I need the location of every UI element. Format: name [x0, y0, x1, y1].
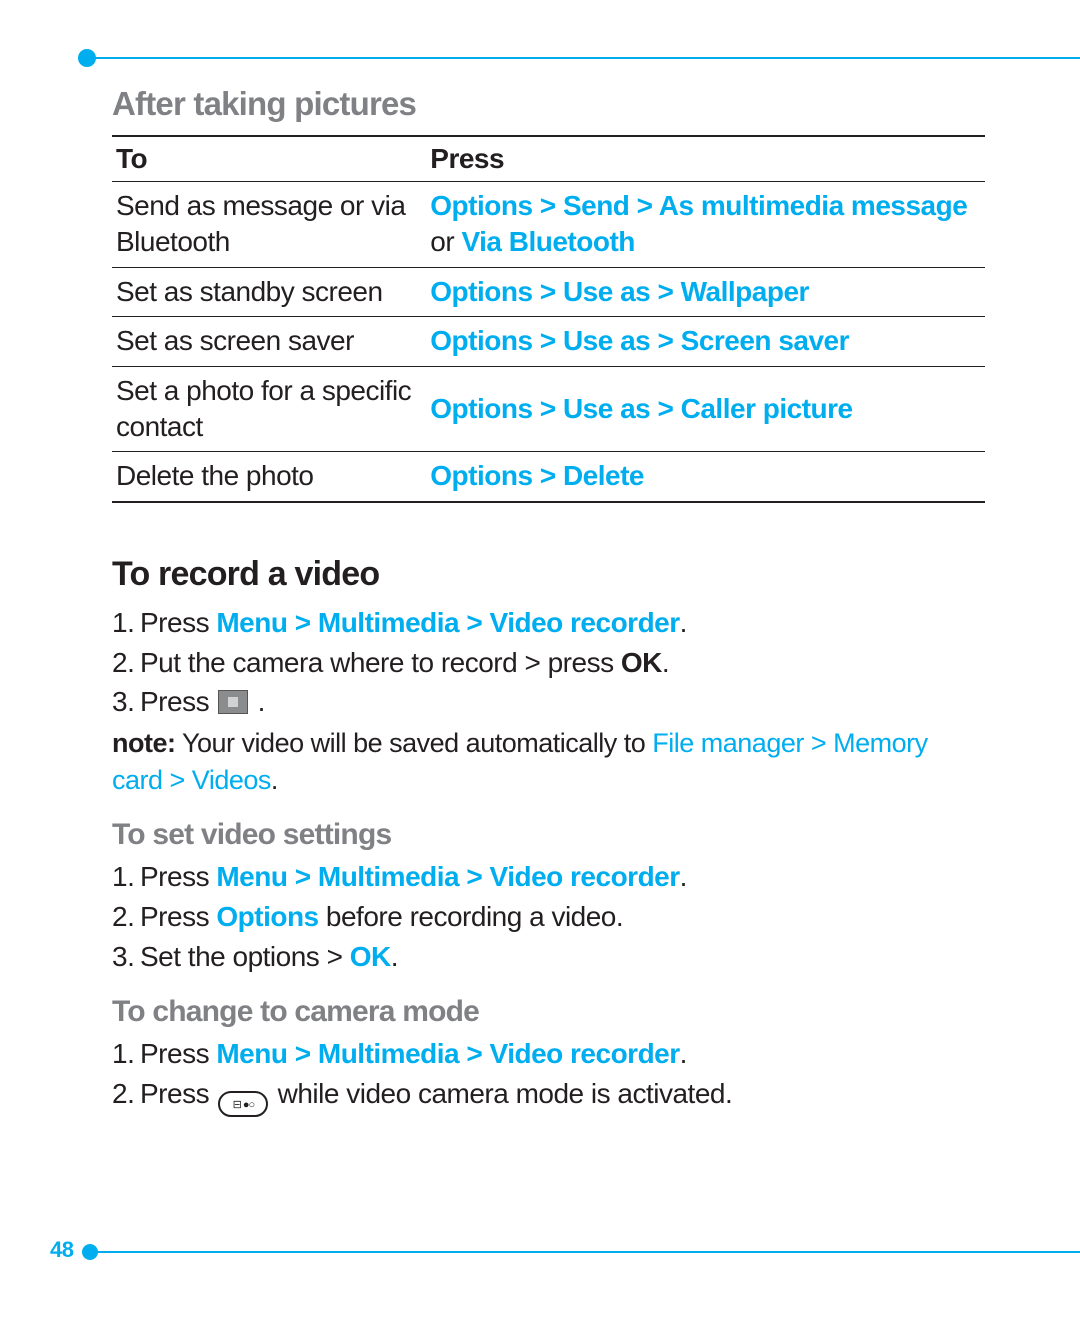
cell-to: Set a photo for a specific contact	[112, 366, 426, 452]
steps-camera-mode: Press Menu > Multimedia > Video recorder…	[112, 1035, 985, 1117]
stop-icon	[218, 690, 248, 714]
step-post: .	[662, 647, 669, 678]
step-path: Menu > Multimedia > Video recorder	[216, 861, 679, 892]
step-path: Menu > Multimedia > Video recorder	[216, 1038, 679, 1069]
step-accent: OK	[350, 941, 391, 972]
step-pre: Put the camera where to record > press	[140, 647, 621, 678]
cell-to: Send as message or via Bluetooth	[112, 182, 426, 268]
note-block: note: Your video will be saved automatic…	[112, 725, 985, 798]
list-item: Press Menu > Multimedia > Video recorder…	[140, 1035, 985, 1073]
steps-video-settings: Press Menu > Multimedia > Video recorder…	[112, 858, 985, 975]
list-item: Press Menu > Multimedia > Video recorder…	[140, 604, 985, 642]
step-post: before recording a video.	[319, 901, 624, 932]
col-header-press: Press	[426, 136, 985, 182]
step-post: .	[391, 941, 398, 972]
step-post: .	[258, 686, 265, 717]
header-dot-icon	[78, 49, 96, 67]
list-item: Press .	[140, 683, 985, 721]
cell-to: Delete the photo	[112, 452, 426, 502]
press-path: Options > Delete	[430, 460, 644, 491]
cell-press: Options > Use as > Wallpaper	[426, 267, 985, 316]
col-header-to: To	[112, 136, 426, 182]
page-number: 48	[50, 1237, 73, 1263]
step-post: .	[680, 1038, 687, 1069]
step-pre: Set the options >	[140, 941, 350, 972]
step-post: .	[680, 607, 687, 638]
list-item: Press Menu > Multimedia > Video recorder…	[140, 858, 985, 896]
table-row: Send as message or via Bluetooth Options…	[112, 182, 985, 268]
table-header-row: To Press	[112, 136, 985, 182]
press-mid: or	[430, 226, 461, 257]
note-pre: Your video will be saved automatically t…	[175, 728, 652, 758]
press-path: Options > Use as > Screen saver	[430, 325, 849, 356]
cell-to: Set as standby screen	[112, 267, 426, 316]
list-item: Press while video camera mode is activat…	[140, 1075, 985, 1117]
step-pre: Press	[140, 1078, 209, 1109]
subsection-video-settings: To set video settings	[112, 818, 985, 852]
table-row: Set as standby screen Options > Use as >…	[112, 267, 985, 316]
note-label: note:	[112, 728, 175, 758]
table-row: Delete the photo Options > Delete	[112, 452, 985, 502]
press-path: Options > Use as > Wallpaper	[430, 276, 809, 307]
press-path: Options > Use as > Caller picture	[430, 393, 852, 424]
list-item: Set the options > OK.	[140, 938, 985, 976]
step-post: .	[680, 861, 687, 892]
step-pre: Press	[140, 1038, 216, 1069]
step-pre: Press	[140, 686, 209, 717]
footer-rule	[88, 1251, 1080, 1253]
step-post: while video camera mode is activated.	[278, 1078, 733, 1109]
cell-press: Options > Use as > Caller picture	[426, 366, 985, 452]
subsection-camera-mode: To change to camera mode	[112, 995, 985, 1029]
section-title-after-taking: After taking pictures	[112, 85, 985, 123]
note-post: .	[271, 765, 278, 795]
list-item: Put the camera where to record > press O…	[140, 644, 985, 682]
step-pre: Press	[140, 901, 216, 932]
cell-press: Options > Send > As multimedia message o…	[426, 182, 985, 268]
list-item: Press Options before recording a video.	[140, 898, 985, 936]
page-content: After taking pictures To Press Send as m…	[112, 85, 985, 1119]
cell-press: Options > Delete	[426, 452, 985, 502]
heading-record-video: To record a video	[112, 555, 985, 594]
press-path-alt: Via Bluetooth	[461, 226, 634, 257]
step-accent: Options	[216, 901, 318, 932]
table-row: Set as screen saver Options > Use as > S…	[112, 317, 985, 366]
press-path: Options > Send > As multimedia message	[430, 190, 967, 221]
mode-key-icon	[218, 1091, 268, 1117]
table-row: Set a photo for a specific contact Optio…	[112, 366, 985, 452]
step-path: Menu > Multimedia > Video recorder	[216, 607, 679, 638]
step-pre: Press	[140, 861, 216, 892]
header-rule	[78, 57, 1080, 59]
step-bold: OK	[621, 647, 662, 678]
cell-press: Options > Use as > Screen saver	[426, 317, 985, 366]
steps-record-video: Press Menu > Multimedia > Video recorder…	[112, 604, 985, 721]
actions-table: To Press Send as message or via Bluetoot…	[112, 135, 985, 503]
cell-to: Set as screen saver	[112, 317, 426, 366]
step-pre: Press	[140, 607, 216, 638]
